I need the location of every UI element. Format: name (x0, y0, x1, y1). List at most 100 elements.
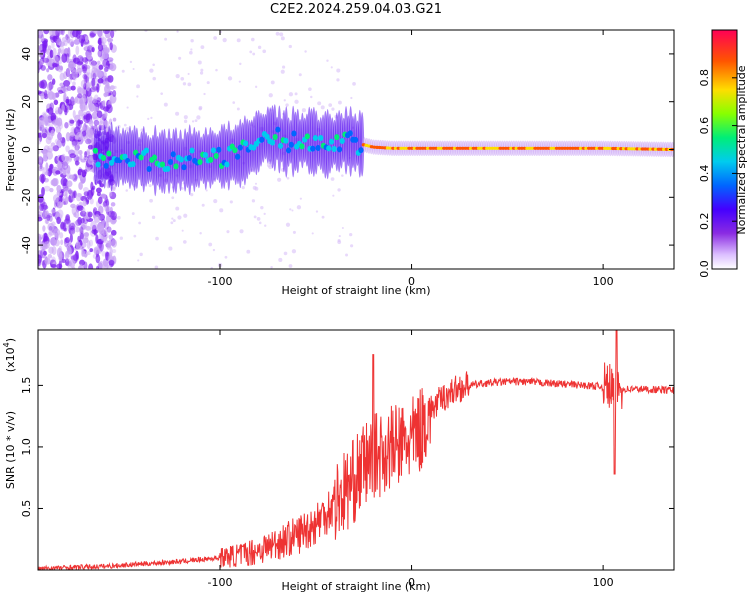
spec-noise (43, 185, 51, 192)
spec-noise (46, 214, 51, 221)
spec-noise (54, 106, 62, 115)
spec-noise (81, 169, 87, 178)
spec-noise (75, 45, 80, 56)
spec-noise (187, 72, 190, 76)
spec-noise (77, 216, 82, 226)
snr-xlabel: Height of straight line (km) (281, 580, 430, 593)
spec-noise (64, 107, 68, 116)
spec-noise (97, 196, 103, 205)
spec-core (283, 137, 289, 144)
spec-noise (95, 266, 100, 269)
spec-noise (74, 160, 80, 166)
spec-noise (38, 148, 41, 155)
spec-noise (108, 234, 114, 241)
spec-noise (57, 160, 62, 170)
spec-noise (212, 248, 216, 252)
spec-noise (50, 142, 56, 147)
spec-noise (338, 100, 342, 105)
spec-noise (133, 234, 137, 238)
spec-noise (86, 55, 93, 60)
spec-xtick-label: 100 (593, 275, 614, 288)
spec-noise (103, 200, 110, 207)
spec-noise (83, 232, 90, 237)
spec-core (326, 145, 332, 152)
spec-noise (65, 98, 70, 104)
spec-noise (72, 81, 76, 86)
spec-noise (78, 182, 83, 190)
spec-noise (109, 85, 115, 90)
spec-noise (183, 115, 188, 120)
spectrogram-ticks: -100 0 100 -40 -20 0 20 40 (20, 30, 674, 288)
spec-noise (76, 205, 84, 211)
spec-noise (106, 240, 111, 250)
spec-noise (254, 182, 257, 185)
spec-noise (76, 64, 81, 70)
spec-noise (104, 112, 108, 117)
snr-xtick-label: -100 (208, 576, 233, 589)
spec-noise (59, 72, 65, 81)
spec-noise (69, 131, 76, 137)
spec-noise (48, 168, 52, 177)
spec-noise (283, 99, 286, 102)
spec-noise (123, 123, 127, 127)
spec-noise (61, 104, 65, 112)
spec-noise (60, 239, 64, 246)
spec-noise (103, 30, 110, 35)
spec-noise (194, 119, 198, 123)
spec-noise (268, 164, 273, 170)
svg-text:(x104): (x104) (2, 338, 17, 372)
spec-noise (42, 250, 48, 256)
spec-core (189, 147, 195, 154)
spec-core (159, 161, 166, 168)
spec-core (259, 136, 265, 143)
spec-core (288, 141, 294, 148)
spec-noise (38, 233, 42, 243)
spec-noise (51, 78, 56, 85)
spec-noise (102, 100, 106, 107)
spec-noise (89, 248, 94, 253)
spec-noise (285, 103, 289, 107)
spec-noise (44, 240, 50, 249)
spec-core (210, 147, 217, 154)
spec-noise (39, 60, 44, 65)
spec-noise (250, 37, 255, 42)
snr-ytick-label: 1.0 (20, 438, 33, 456)
spec-noise (102, 260, 109, 269)
spec-core (224, 161, 230, 168)
spec-noise (46, 108, 50, 113)
spec-noise (108, 260, 115, 265)
spec-noise (196, 115, 201, 120)
spec-core (186, 154, 192, 161)
spec-noise (315, 210, 319, 213)
spec-noise (66, 52, 71, 58)
spec-noise (175, 111, 180, 116)
spec-noise (69, 233, 73, 243)
spec-noise (91, 59, 96, 70)
colorbar: 0.0 0.2 0.4 0.6 0.8 Normalized spectral ampl… (698, 29, 748, 278)
snr-ylabel: SNR (10 * v/v) (4, 411, 17, 489)
spec-noise (96, 83, 100, 93)
spec-noise (96, 60, 101, 65)
spec-noise (304, 50, 307, 53)
spec-core (235, 153, 241, 160)
spec-noise (84, 232, 89, 240)
spec-noise (87, 250, 91, 256)
spec-noise (92, 30, 100, 35)
spec-core (272, 134, 278, 141)
spec-noise (210, 266, 213, 269)
spec-noise (49, 49, 54, 59)
spec-noise (67, 223, 72, 232)
snr-line (38, 330, 674, 570)
spec-noise (256, 217, 261, 221)
spec-noise (57, 132, 62, 141)
spec-noise (83, 115, 88, 120)
spec-noise (239, 62, 242, 66)
spec-noise (93, 100, 101, 107)
spec-noise (76, 131, 83, 140)
spec-noise (60, 136, 66, 144)
spec-noise (282, 65, 286, 69)
spec-noise (50, 209, 56, 214)
spec-core (339, 138, 345, 145)
spec-noise (65, 145, 70, 153)
spec-noise (110, 202, 116, 207)
